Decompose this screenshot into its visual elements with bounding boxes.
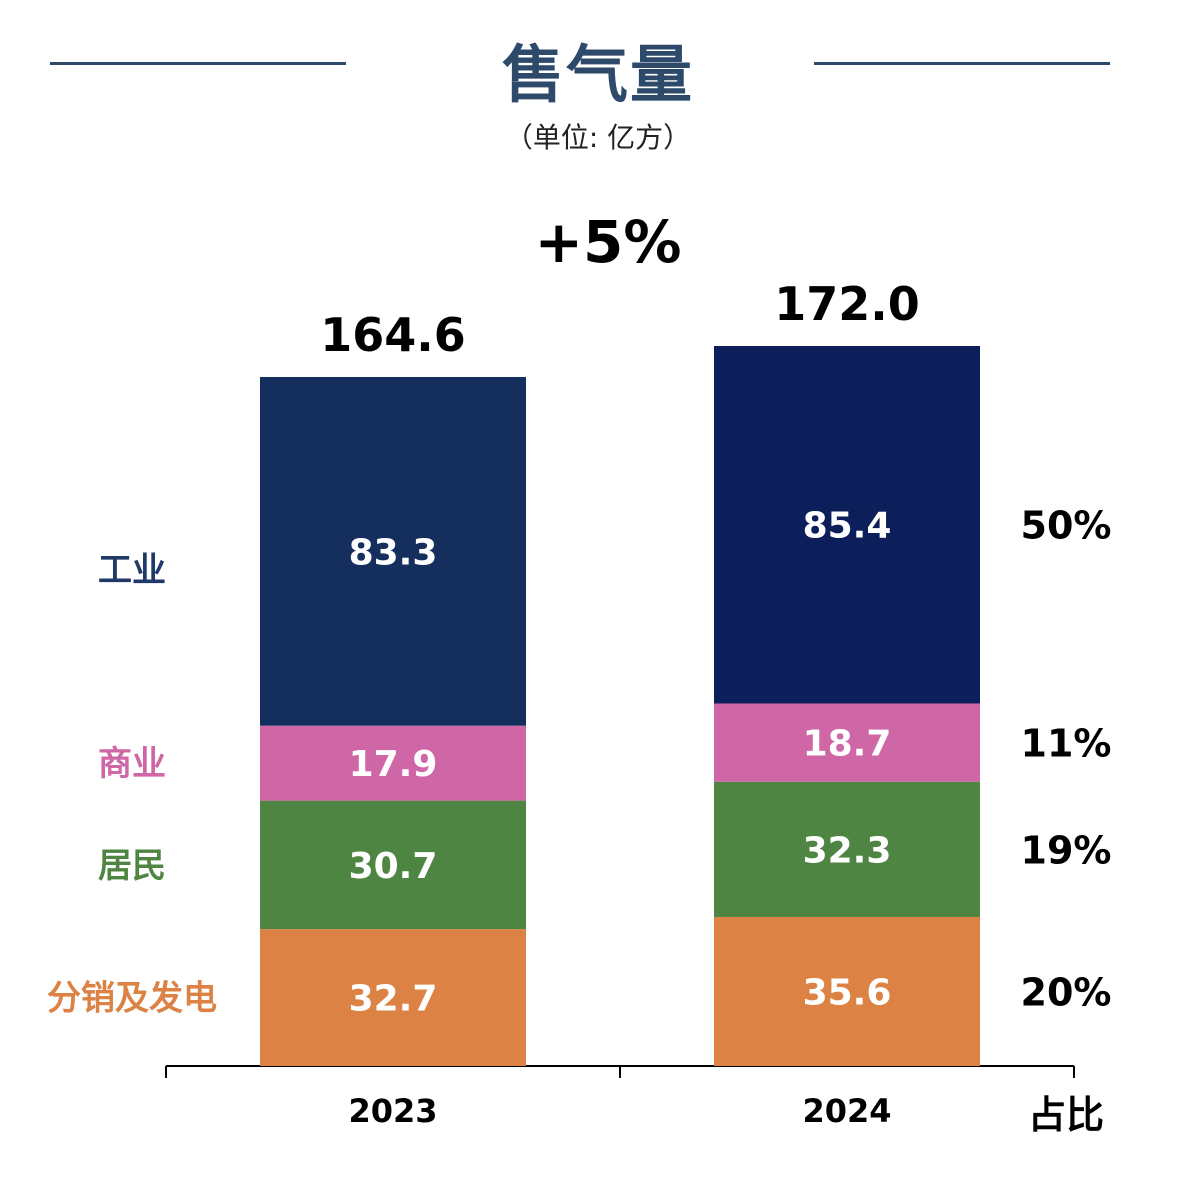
segment-value-label: 18.7 [803, 724, 892, 765]
bar-segment-2024-2 [714, 703, 980, 782]
bar-segment-2024-0 [714, 916, 980, 1066]
series-label-0: 分销及发电 [47, 979, 217, 1019]
series-label-2: 商业 [98, 744, 166, 784]
x-tick-label: 2023 [348, 1092, 437, 1130]
bar-segment-2023-3 [260, 376, 526, 726]
unit-label: （单位: 亿方） [504, 121, 692, 154]
title-rule-left [50, 62, 346, 65]
bar-segment-2023-2 [260, 725, 526, 801]
chart-title: 售气量 [501, 38, 694, 111]
bar-total-label: 172.0 [774, 277, 920, 331]
segment-value-label: 30.7 [349, 846, 438, 887]
bar-total-label: 164.6 [320, 308, 466, 362]
series-label-3: 工业 [98, 550, 166, 590]
title-rule-right [814, 62, 1110, 65]
segment-value-label: 17.9 [349, 744, 438, 785]
segment-value-label: 83.3 [349, 532, 438, 573]
segment-value-label: 32.7 [349, 979, 438, 1020]
bar-segment-2023-0 [260, 929, 526, 1066]
share-label-1: 19% [1021, 828, 1112, 872]
share-label-0: 20% [1021, 970, 1112, 1014]
segment-value-label: 85.4 [803, 506, 892, 547]
share-header-label: 占比 [1028, 1093, 1104, 1137]
segment-value-label: 35.6 [803, 972, 892, 1013]
x-tick-label: 2024 [802, 1092, 891, 1130]
share-label-2: 11% [1021, 722, 1112, 766]
segment-value-label: 32.3 [803, 830, 892, 871]
bar-segment-2024-3 [714, 346, 980, 704]
share-label-3: 50% [1021, 504, 1112, 548]
series-label-1: 居民 [98, 846, 166, 886]
bar-segment-2023-1 [260, 800, 526, 930]
bar-segment-2024-1 [714, 781, 980, 917]
growth-label: +5% [534, 208, 682, 276]
